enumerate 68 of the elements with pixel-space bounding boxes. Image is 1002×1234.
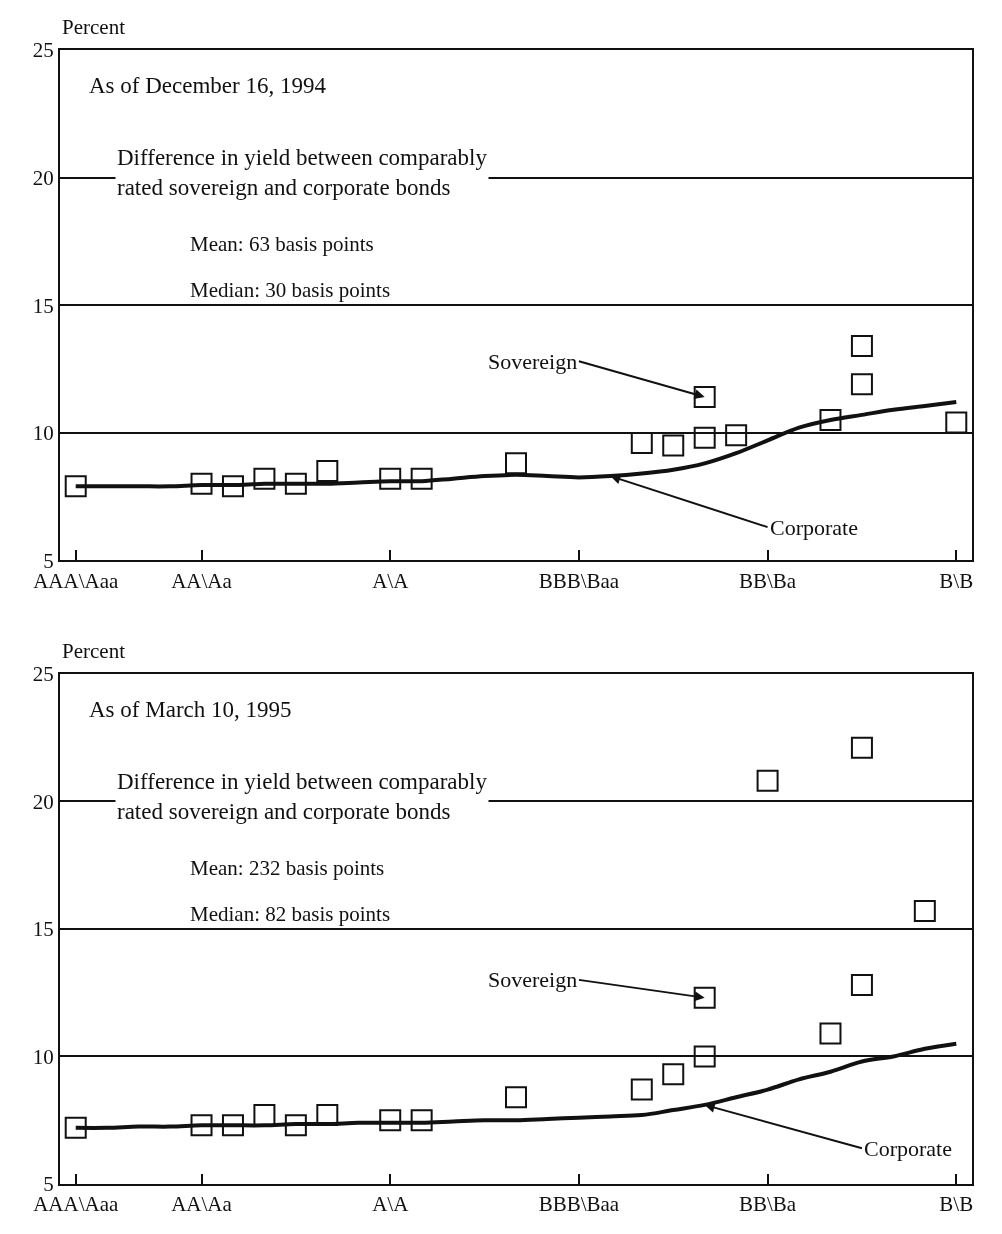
x-tick-label: B\B — [939, 1192, 974, 1217]
text: Corporate — [770, 515, 858, 540]
point — [410, 467, 433, 490]
text: Sovereign — [488, 967, 578, 992]
annotation: Mean: 232 basis points — [190, 856, 385, 880]
point — [284, 472, 307, 495]
point — [693, 386, 716, 408]
y-tick-label: 20 — [32, 165, 54, 190]
x-tick-label: BB\Ba — [739, 1192, 797, 1217]
x-tick-label: B\B — [939, 568, 974, 593]
annotation: Difference in yield between comparably rated sovereign and corporate bonds — [117, 769, 488, 824]
y-tick-label: 25 — [32, 662, 54, 687]
point — [253, 467, 276, 490]
x-tick-label: BB\Ba — [739, 568, 797, 593]
point — [850, 373, 873, 396]
point — [316, 460, 339, 482]
annotation: Median: 30 basis points — [190, 278, 391, 302]
point — [945, 411, 968, 434]
point — [756, 769, 779, 792]
point — [819, 408, 842, 431]
y-tick-label: 20 — [32, 789, 54, 814]
x-tick-label: AA\Aa — [171, 1192, 233, 1217]
point — [630, 431, 653, 454]
y-tick-label: 15 — [32, 293, 54, 318]
point — [630, 1078, 653, 1101]
text: Sovereign — [488, 349, 578, 374]
point — [850, 973, 873, 996]
point — [850, 736, 873, 759]
y-tick-label: 10 — [32, 421, 54, 446]
point — [505, 452, 527, 475]
x-tick-label: A\A — [372, 1192, 410, 1217]
annotation: As of March 10, 1995 — [89, 697, 292, 722]
point — [850, 334, 873, 357]
point — [662, 1063, 685, 1086]
point — [693, 986, 716, 1009]
point — [379, 467, 402, 490]
text: Corporate — [864, 1136, 952, 1161]
point — [221, 1114, 244, 1137]
point — [693, 1045, 716, 1068]
point — [316, 1104, 339, 1127]
point — [819, 1022, 842, 1045]
point — [662, 434, 685, 457]
x-tick-label: BBB\Baa — [538, 568, 620, 593]
point — [190, 472, 213, 495]
annotation: As of December 16, 1994 — [89, 73, 327, 98]
x-tick-label: AA\Aa — [171, 568, 233, 593]
x-tick-label: A\A — [372, 568, 410, 593]
point — [190, 1114, 213, 1137]
annotation: Median: 82 basis points — [190, 902, 391, 926]
y-tick-label: 25 — [32, 38, 54, 63]
point — [64, 1116, 87, 1139]
point — [725, 424, 748, 447]
point — [64, 475, 87, 498]
point — [410, 1109, 433, 1132]
y-tick-label: 10 — [32, 1044, 54, 1069]
annotation: Mean: 63 basis points — [190, 232, 374, 256]
point — [505, 1086, 527, 1109]
point — [693, 426, 716, 449]
point — [284, 1114, 307, 1137]
point — [253, 1104, 276, 1127]
point — [913, 899, 936, 922]
x-tick-label: BBB\Baa — [538, 1192, 620, 1217]
y-axis-title: Percent — [62, 639, 126, 663]
point — [221, 475, 244, 498]
y-axis-title: Percent — [62, 15, 126, 39]
y-tick-label: 15 — [32, 917, 54, 942]
annotation: Difference in yield between comparably rated sovereign and corporate bonds — [117, 145, 488, 200]
point — [379, 1109, 402, 1132]
